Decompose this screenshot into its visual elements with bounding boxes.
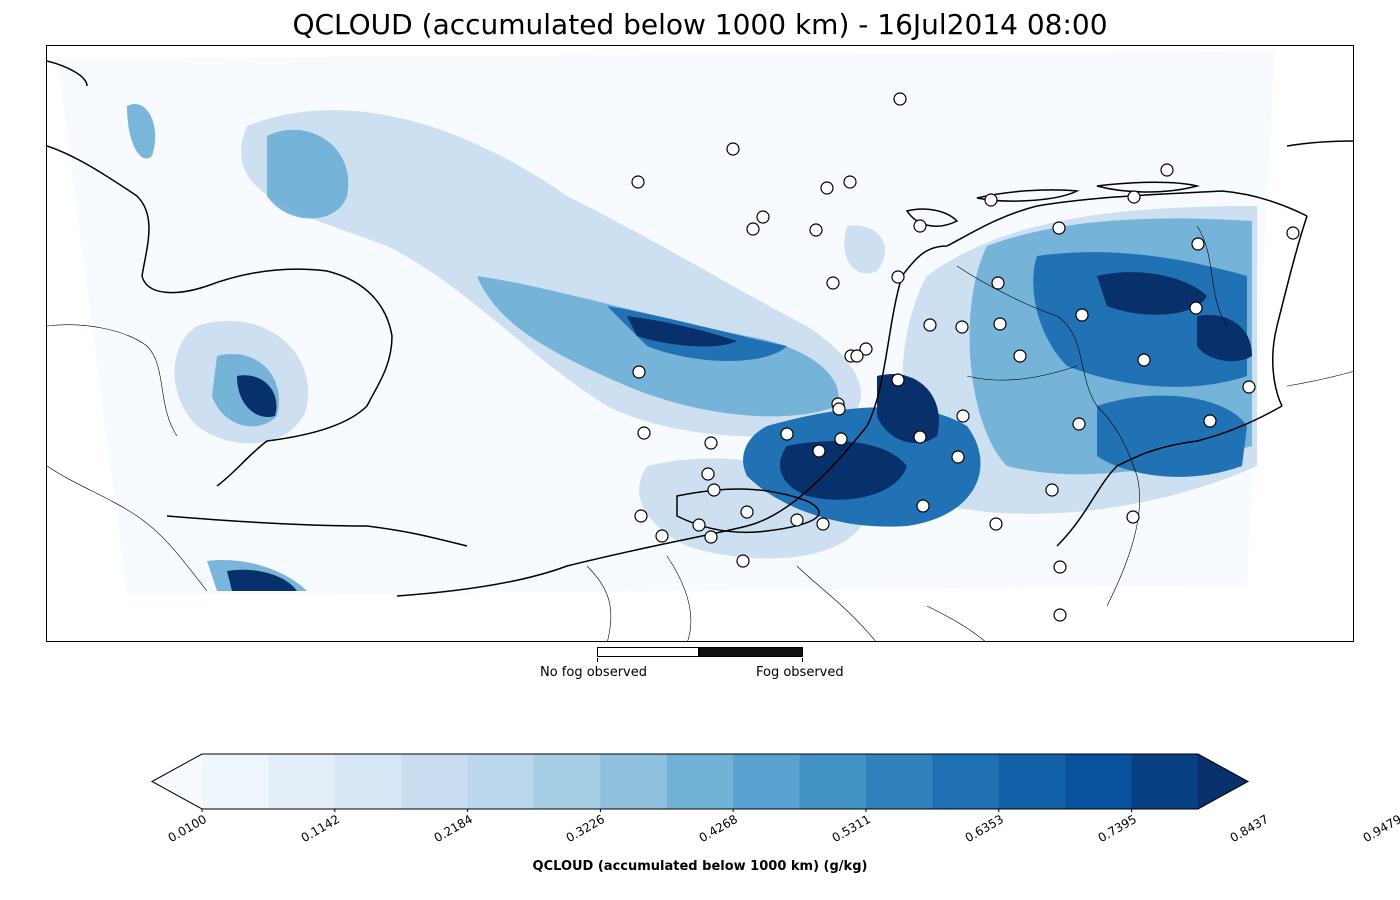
station-marker[interactable] bbox=[985, 194, 997, 206]
colorbar-segment bbox=[600, 754, 667, 809]
fog-swatch bbox=[699, 647, 803, 657]
station-marker[interactable] bbox=[851, 350, 863, 362]
station-marker[interactable] bbox=[757, 211, 769, 223]
colorbar-segment bbox=[667, 754, 734, 809]
station-marker[interactable] bbox=[708, 484, 720, 496]
station-marker[interactable] bbox=[924, 319, 936, 331]
station-marker[interactable] bbox=[813, 445, 825, 457]
station-marker[interactable] bbox=[791, 514, 803, 526]
station-marker[interactable] bbox=[914, 220, 926, 232]
station-marker[interactable] bbox=[821, 182, 833, 194]
colorbar-tick-label: 0.9479 bbox=[1361, 812, 1400, 845]
colorbar-segment bbox=[268, 754, 335, 809]
colorbar-segment bbox=[468, 754, 535, 809]
station-marker[interactable] bbox=[638, 427, 650, 439]
colorbar-tick-label: 0.1142 bbox=[298, 812, 341, 845]
station-marker[interactable] bbox=[1127, 511, 1139, 523]
station-marker[interactable] bbox=[1054, 609, 1066, 621]
station-marker[interactable] bbox=[705, 437, 717, 449]
station-marker[interactable] bbox=[1204, 415, 1216, 427]
map-panel[interactable] bbox=[46, 45, 1354, 642]
station-marker[interactable] bbox=[1076, 309, 1088, 321]
station-marker[interactable] bbox=[835, 433, 847, 445]
station-marker[interactable] bbox=[956, 321, 968, 333]
station-marker[interactable] bbox=[633, 366, 645, 378]
colorbar-segment bbox=[932, 754, 999, 809]
no-fog-swatch bbox=[597, 647, 699, 657]
station-marker[interactable] bbox=[810, 224, 822, 236]
station-marker[interactable] bbox=[1054, 561, 1066, 573]
station-marker[interactable] bbox=[894, 93, 906, 105]
station-marker[interactable] bbox=[994, 318, 1006, 330]
station-marker[interactable] bbox=[1138, 354, 1150, 366]
station-marker[interactable] bbox=[727, 143, 739, 155]
colorbar-segment bbox=[800, 754, 867, 809]
no-fog-label: No fog observed bbox=[540, 665, 647, 680]
station-marker[interactable] bbox=[1073, 418, 1085, 430]
station-marker[interactable] bbox=[781, 428, 793, 440]
station-marker[interactable] bbox=[914, 431, 926, 443]
colorbar-extend-max bbox=[1198, 754, 1248, 809]
colorbar bbox=[150, 752, 1250, 812]
station-marker[interactable] bbox=[656, 530, 668, 542]
colorbar-segment bbox=[202, 754, 269, 809]
colorbar-segment bbox=[1132, 754, 1199, 809]
station-marker[interactable] bbox=[635, 510, 647, 522]
no-fog-tick bbox=[597, 658, 598, 662]
colorbar-tick-label: 0.8437 bbox=[1228, 812, 1271, 845]
colorbar-segment bbox=[866, 754, 933, 809]
station-marker[interactable] bbox=[737, 555, 749, 567]
colorbar-tick-labels: 0.0100 0.1142 0.2184 0.3226 0.4268 0.5311 0.63… bbox=[150, 808, 1250, 858]
colorbar-segment bbox=[1065, 754, 1132, 809]
station-marker[interactable] bbox=[992, 277, 1004, 289]
colorbar-segment bbox=[999, 754, 1066, 809]
station-marker[interactable] bbox=[693, 519, 705, 531]
station-marker[interactable] bbox=[1046, 484, 1058, 496]
station-marker[interactable] bbox=[1192, 238, 1204, 250]
station-marker[interactable] bbox=[1128, 191, 1140, 203]
station-marker[interactable] bbox=[1053, 222, 1065, 234]
station-marker[interactable] bbox=[1014, 350, 1026, 362]
colorbar-extend-min bbox=[152, 754, 202, 809]
station-marker[interactable] bbox=[1190, 302, 1202, 314]
colorbar-segment bbox=[335, 754, 402, 809]
station-marker[interactable] bbox=[892, 374, 904, 386]
station-marker[interactable] bbox=[957, 410, 969, 422]
station-marker[interactable] bbox=[844, 176, 856, 188]
fog-label: Fog observed bbox=[756, 665, 844, 680]
fog-legend: No fog observed Fog observed bbox=[540, 646, 860, 686]
colorbar-tick-label: 0.0100 bbox=[166, 812, 209, 845]
colorbar-tick-label: 0.3226 bbox=[564, 812, 607, 845]
colorbar-label: QCLOUD (accumulated below 1000 km) (g/kg… bbox=[0, 859, 1400, 874]
station-marker[interactable] bbox=[1287, 227, 1299, 239]
station-marker[interactable] bbox=[827, 277, 839, 289]
station-marker[interactable] bbox=[741, 506, 753, 518]
colorbar-tick-label: 0.6353 bbox=[962, 812, 1005, 845]
station-marker[interactable] bbox=[632, 176, 644, 188]
map-title: QCLOUD (accumulated below 1000 km) - 16J… bbox=[0, 8, 1400, 41]
colorbar-tick-label: 0.2184 bbox=[431, 812, 474, 845]
station-marker[interactable] bbox=[892, 271, 904, 283]
colorbar-segment bbox=[733, 754, 800, 809]
station-marker[interactable] bbox=[702, 468, 714, 480]
station-marker[interactable] bbox=[747, 223, 759, 235]
colorbar-tick-label: 0.7395 bbox=[1095, 812, 1138, 845]
station-marker[interactable] bbox=[705, 531, 717, 543]
station-marker[interactable] bbox=[817, 518, 829, 530]
station-marker[interactable] bbox=[990, 518, 1002, 530]
colorbar-tick-label: 0.4268 bbox=[697, 812, 740, 845]
fog-tick bbox=[802, 658, 803, 662]
colorbar-segment bbox=[534, 754, 601, 809]
station-marker[interactable] bbox=[952, 451, 964, 463]
station-marker[interactable] bbox=[917, 500, 929, 512]
station-marker[interactable] bbox=[1243, 381, 1255, 393]
station-marker[interactable] bbox=[833, 403, 845, 415]
colorbar-tick-label: 0.5311 bbox=[830, 812, 873, 845]
station-marker[interactable] bbox=[1161, 164, 1173, 176]
map-canvas bbox=[47, 46, 1354, 642]
colorbar-segment bbox=[401, 754, 468, 809]
